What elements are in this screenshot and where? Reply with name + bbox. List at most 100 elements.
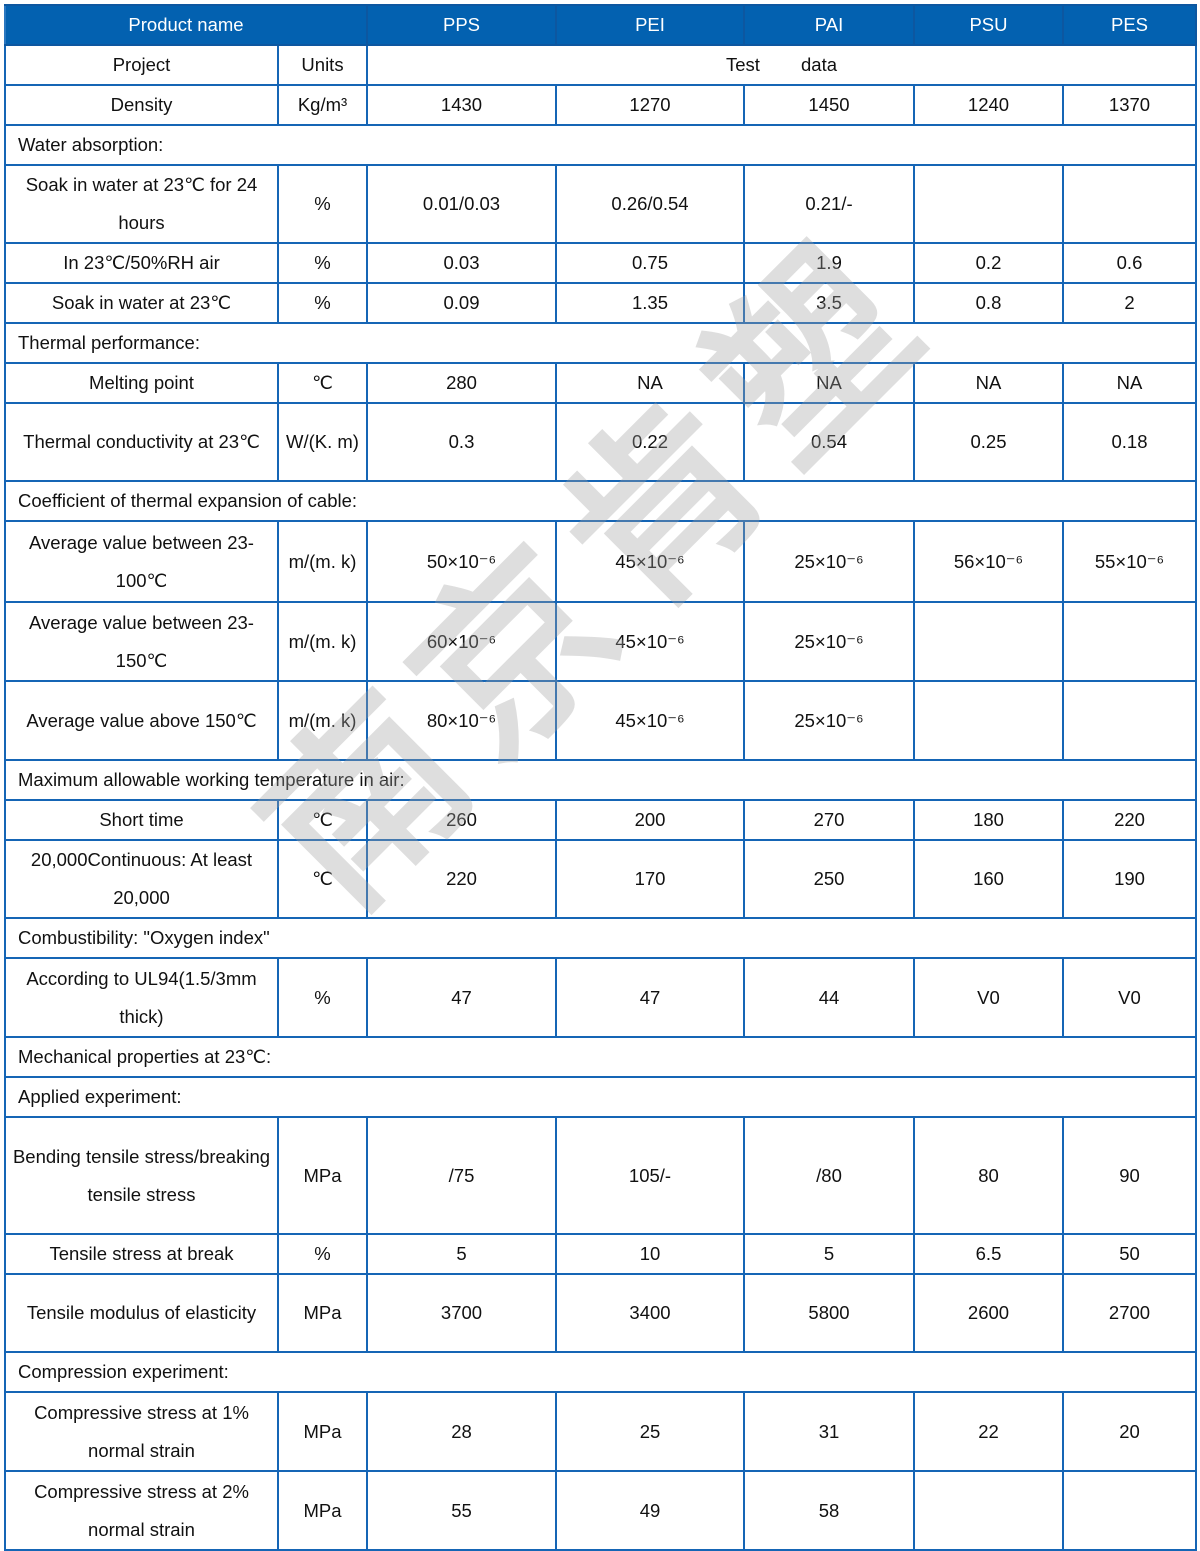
project-label: Project [4, 44, 279, 86]
table-row: Average value between 23-100℃ m/(m. k) 50×… [4, 520, 1197, 603]
value-psu: 2600 [913, 1273, 1064, 1353]
property-name: Average value above 150℃ [4, 680, 279, 761]
value-pei: 105/- [555, 1116, 745, 1235]
property-unit: W/(K. m) [277, 402, 368, 482]
value-pes: 2 [1062, 282, 1197, 324]
property-unit: MPa [277, 1273, 368, 1353]
value-pei: 0.22 [555, 402, 745, 482]
column-header-pps: PPS [366, 4, 557, 46]
value-pps: 50×10⁻⁶ [366, 520, 557, 603]
value-pai: 1450 [743, 84, 915, 126]
property-unit: MPa [277, 1391, 368, 1472]
table-row: Short time ℃ 260 200 270 180 220 [4, 799, 1197, 841]
property-name: In 23℃/50%RH air [4, 242, 279, 284]
value-pei: 0.26/0.54 [555, 164, 745, 244]
value-psu: 180 [913, 799, 1064, 841]
value-psu: 1240 [913, 84, 1064, 126]
value-pps: 1430 [366, 84, 557, 126]
value-pai: /80 [743, 1116, 915, 1235]
property-name: Tensile modulus of elasticity [4, 1273, 279, 1353]
value-pei: 10 [555, 1233, 745, 1275]
value-pes [1062, 601, 1197, 682]
property-name: Tensile stress at break [4, 1233, 279, 1275]
value-psu [913, 680, 1064, 761]
section-label: Mechanical properties at 23℃: [4, 1036, 1197, 1078]
value-pps: 5 [366, 1233, 557, 1275]
value-pps: 55 [366, 1470, 557, 1551]
property-name: Compressive stress at 2% normal strain [4, 1470, 279, 1551]
value-pai: 270 [743, 799, 915, 841]
value-pai: 31 [743, 1391, 915, 1472]
table-row: Bending tensile stress/breaking tensile … [4, 1116, 1197, 1235]
value-pes: 20 [1062, 1391, 1197, 1472]
table-row: According to UL94(1.5/3mm thick)% 47 47 44 V… [4, 957, 1197, 1038]
value-psu: NA [913, 362, 1064, 404]
section-label: Thermal performance: [4, 322, 1197, 364]
value-pai: 58 [743, 1470, 915, 1551]
property-name: Soak in water at 23℃ for 24 hours [4, 164, 279, 244]
property-unit: Kg/m³ [277, 84, 368, 126]
section-label: Water absorption: [4, 124, 1197, 166]
section-row: Maximum allowable working temperature in… [4, 759, 1197, 801]
value-psu [913, 1470, 1064, 1551]
value-pei: 45×10⁻⁶ [555, 680, 745, 761]
section-row: Compression experiment: [4, 1351, 1197, 1393]
section-row: Mechanical properties at 23℃: [4, 1036, 1197, 1078]
value-pes [1062, 680, 1197, 761]
value-pps: 220 [366, 839, 557, 919]
property-unit: % [277, 242, 368, 284]
value-pps: 60×10⁻⁶ [366, 601, 557, 682]
value-pes: 0.18 [1062, 402, 1197, 482]
table-row: Density Kg/m³ 1430 1270 1450 1240 1370 [4, 84, 1197, 126]
header-row: Product name PPS PEI PAI PSU PES [4, 4, 1197, 46]
value-pps: 260 [366, 799, 557, 841]
value-pps: 28 [366, 1391, 557, 1472]
value-pei: 49 [555, 1470, 745, 1551]
value-pps: 0.03 [366, 242, 557, 284]
column-header-pei: PEI [555, 4, 745, 46]
product-name-header: Product name [4, 4, 368, 46]
value-psu: 0.25 [913, 402, 1064, 482]
value-pes [1062, 1470, 1197, 1551]
section-label: Applied experiment: [4, 1076, 1197, 1118]
property-name: Melting point [4, 362, 279, 404]
value-pps: 80×10⁻⁶ [366, 680, 557, 761]
property-name: Average value between 23-100℃ [4, 520, 279, 603]
value-pps: 0.3 [366, 402, 557, 482]
property-unit: m/(m. k) [277, 520, 368, 603]
property-unit: ℃ [277, 362, 368, 404]
section-label: Maximum allowable working temperature in… [4, 759, 1197, 801]
table-row: 20,000Continuous: At least 20,000 ℃ 220 170… [4, 839, 1197, 919]
value-pai: 250 [743, 839, 915, 919]
property-name: Compressive stress at 1% normal strain [4, 1391, 279, 1472]
value-psu: 6.5 [913, 1233, 1064, 1275]
value-pps: 47 [366, 957, 557, 1038]
table-row: Soak in water at 23℃ for 24 hours% 0.01/0… [4, 164, 1197, 244]
value-pai: 0.21/- [743, 164, 915, 244]
table-row: Melting point ℃ 280 NA NA NA NA [4, 362, 1197, 404]
value-pai: 3.5 [743, 282, 915, 324]
value-pps: 0.09 [366, 282, 557, 324]
table-row: Soak in water at 23℃% 0.09 1.35 3.5 0.8 2 [4, 282, 1197, 324]
value-pai: 25×10⁻⁶ [743, 680, 915, 761]
value-pei: 0.75 [555, 242, 745, 284]
value-pei: 47 [555, 957, 745, 1038]
value-psu: V0 [913, 957, 1064, 1038]
table-row: Tensile modulus of elasticity MPa 3700 3400… [4, 1273, 1197, 1353]
property-name: Thermal conductivity at 23℃ [4, 402, 279, 482]
value-psu: 160 [913, 839, 1064, 919]
value-pes: 90 [1062, 1116, 1197, 1235]
table-row: Average value above 150℃ m/(m. k) 80×10⁻⁶ 4… [4, 680, 1197, 761]
value-pei: 25 [555, 1391, 745, 1472]
value-psu: 0.8 [913, 282, 1064, 324]
value-pps: 3700 [366, 1273, 557, 1353]
value-pps: 0.01/0.03 [366, 164, 557, 244]
value-pes: 50 [1062, 1233, 1197, 1275]
section-label: Coefficient of thermal expansion of cabl… [4, 480, 1197, 522]
value-pei: 1270 [555, 84, 745, 126]
value-pes [1062, 164, 1197, 244]
value-pei: 3400 [555, 1273, 745, 1353]
property-name: Density [4, 84, 279, 126]
table-row: Compressive stress at 2% normal strain MP… [4, 1470, 1197, 1551]
property-unit: % [277, 1233, 368, 1275]
